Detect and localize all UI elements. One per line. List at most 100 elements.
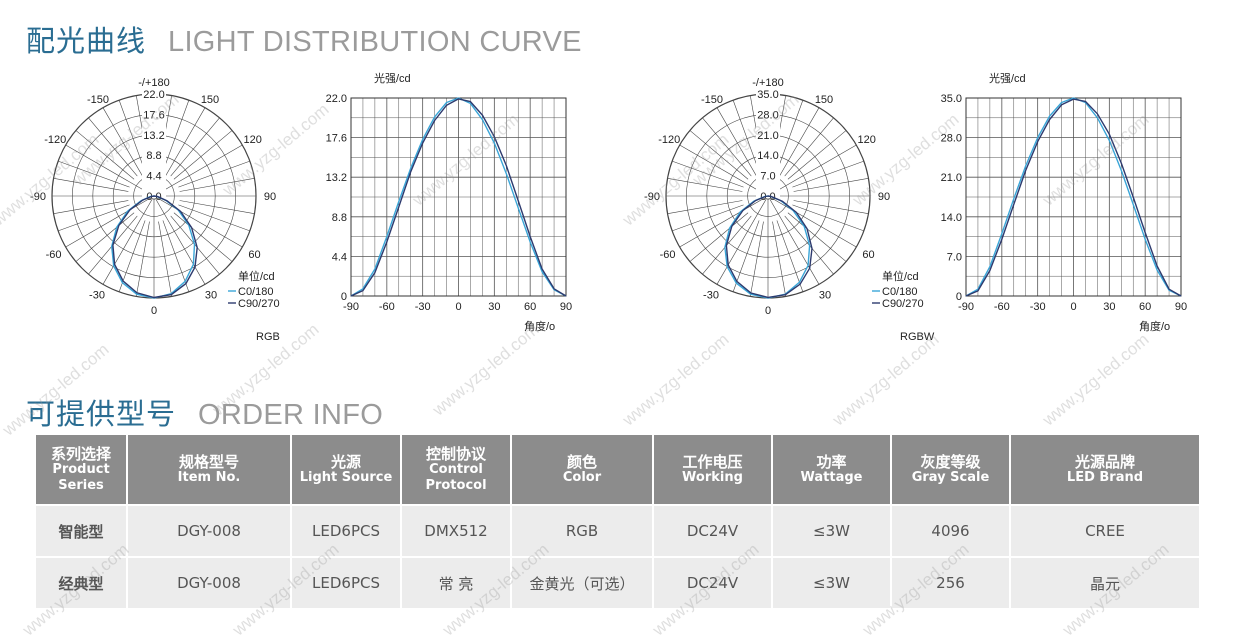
series-line (965, 98, 1182, 297)
y-tick-label: 4.4 (332, 251, 347, 263)
polar-ring-label: 8.8 (146, 150, 161, 162)
polar-spoke (772, 221, 787, 297)
polar-spoke (178, 204, 250, 232)
polar-angle-label: 90 (264, 191, 276, 203)
section-title-order: 可提供型号 ORDER INFO (26, 391, 383, 433)
cell-light-source: LED6PCS (292, 558, 400, 608)
header-wattage: 功率 Wattage (773, 435, 890, 504)
y-tick-label: 35.0 (941, 93, 962, 105)
cell-wattage: ≤3W (773, 558, 890, 608)
cell-led-brand: CREE (1011, 506, 1199, 556)
polar-unit-label: 单位/cd (882, 269, 919, 283)
polar-ring-label: 35.0 (757, 89, 778, 101)
polar-spoke (793, 200, 869, 215)
series-line (965, 97, 1182, 297)
cell-item-no: DGY-008 (128, 506, 290, 556)
x-tick-label: -90 (343, 301, 359, 313)
y-tick-label: 21.0 (941, 172, 962, 184)
polar-series-line (112, 195, 198, 299)
x-tick-label: 90 (560, 301, 572, 313)
section-title-cn: 可提供型号 (26, 397, 177, 431)
polar-spoke (702, 117, 752, 177)
header-series: 系列选择 Product Series (36, 435, 126, 504)
polar-spoke (689, 130, 749, 180)
polar-spoke (784, 117, 834, 177)
polar-spoke (153, 195, 243, 248)
polar-angle-label: -90 (644, 191, 660, 203)
polar-angle-label: -120 (658, 134, 680, 146)
polar-spoke (672, 204, 744, 232)
x-tick-label: -30 (1030, 301, 1046, 313)
polar-spoke (118, 220, 146, 292)
polar-spoke (787, 212, 847, 262)
polar-angle-label: 90 (878, 191, 890, 203)
order-header-row: 系列选择 Product Series 规格型号 Item No. 光源 Light S… (36, 435, 1199, 504)
y-axis-label: 光强/cd (989, 71, 1026, 85)
polar-angle-label: -30 (89, 290, 105, 302)
polar-ring-label: 13.2 (143, 130, 164, 142)
y-tick-label: 0 (341, 291, 347, 303)
polar-spoke (792, 160, 864, 188)
polar-spoke (767, 144, 857, 197)
x-tick-label: -60 (379, 301, 395, 313)
y-tick-label: 8.8 (332, 212, 347, 224)
polar-top-label: -/+180 (752, 77, 784, 89)
polar-spoke (170, 117, 220, 177)
polar-angle-label: -150 (87, 94, 109, 106)
legend-label: C0/180 (882, 286, 917, 298)
section-title-en: LIGHT DISTRIBUTION CURVE (168, 26, 582, 58)
polar-model-label: RGBW (900, 331, 935, 343)
polar-angle-label: 120 (244, 134, 262, 146)
polar-spoke (732, 100, 760, 172)
order-table: 系列选择 Product Series 规格型号 Item No. 光源 Light S… (34, 433, 1201, 610)
cell-color: 金黄光（可选） (512, 558, 652, 608)
polar-spoke (65, 144, 155, 197)
cell-series: 智能型 (36, 506, 126, 556)
polar-ring-label: 0.0 (146, 191, 161, 203)
x-tick-label: 0 (455, 301, 461, 313)
y-tick-label: 0 (956, 291, 962, 303)
header-light-source: 光源 Light Source (292, 435, 400, 504)
polar-ring-label: 28.0 (757, 109, 778, 121)
polar-top-label: -/+180 (138, 77, 170, 89)
polar-spoke (153, 144, 243, 197)
polar-angle-label: 60 (248, 249, 260, 261)
polar-ring-label: 17.6 (143, 109, 164, 121)
polar-angle-label: 0 (151, 305, 157, 317)
polar-spoke (153, 195, 206, 285)
polar-spoke (793, 177, 869, 192)
polar-spoke (749, 221, 764, 297)
polar-spoke (162, 220, 190, 292)
polar-angle-label: -150 (701, 94, 723, 106)
polar-angle-label: 30 (205, 290, 217, 302)
y-axis-label: 光强/cd (374, 71, 411, 85)
header-voltage: 工作电压 Working (654, 435, 771, 504)
legend-label: C90/270 (882, 298, 924, 310)
polar-spoke (88, 117, 138, 177)
x-axis-label: 角度/o (524, 319, 555, 333)
header-gray-scale: 灰度等级 Gray Scale (892, 435, 1009, 504)
cell-wattage: ≤3W (773, 506, 890, 556)
polar-spoke (767, 195, 857, 248)
polar-spoke (58, 204, 130, 232)
polar-spoke (75, 212, 135, 262)
polar-spoke (672, 160, 744, 188)
polar-label-backing (142, 92, 166, 198)
cell-voltage: DC24V (654, 506, 771, 556)
cell-protocol: 常 亮 (402, 558, 510, 608)
header-color: 颜色 Color (512, 435, 652, 504)
polar-spoke (776, 100, 804, 172)
polar-angle-label: -60 (46, 249, 62, 261)
polar-spoke (135, 221, 150, 297)
cell-protocol: DMX512 (402, 506, 510, 556)
x-tick-label: 60 (524, 301, 536, 313)
polar-spoke (102, 195, 155, 285)
cell-series: 经典型 (36, 558, 126, 608)
polar-ring-label: 22.0 (143, 89, 164, 101)
polar-spoke (787, 130, 847, 180)
x-axis-label: 角度/o (1139, 319, 1170, 333)
cell-gray-scale: 4096 (892, 506, 1009, 556)
y-tick-label: 22.0 (326, 93, 347, 105)
polar-angle-label: 0 (765, 305, 771, 317)
series-line (350, 97, 567, 297)
